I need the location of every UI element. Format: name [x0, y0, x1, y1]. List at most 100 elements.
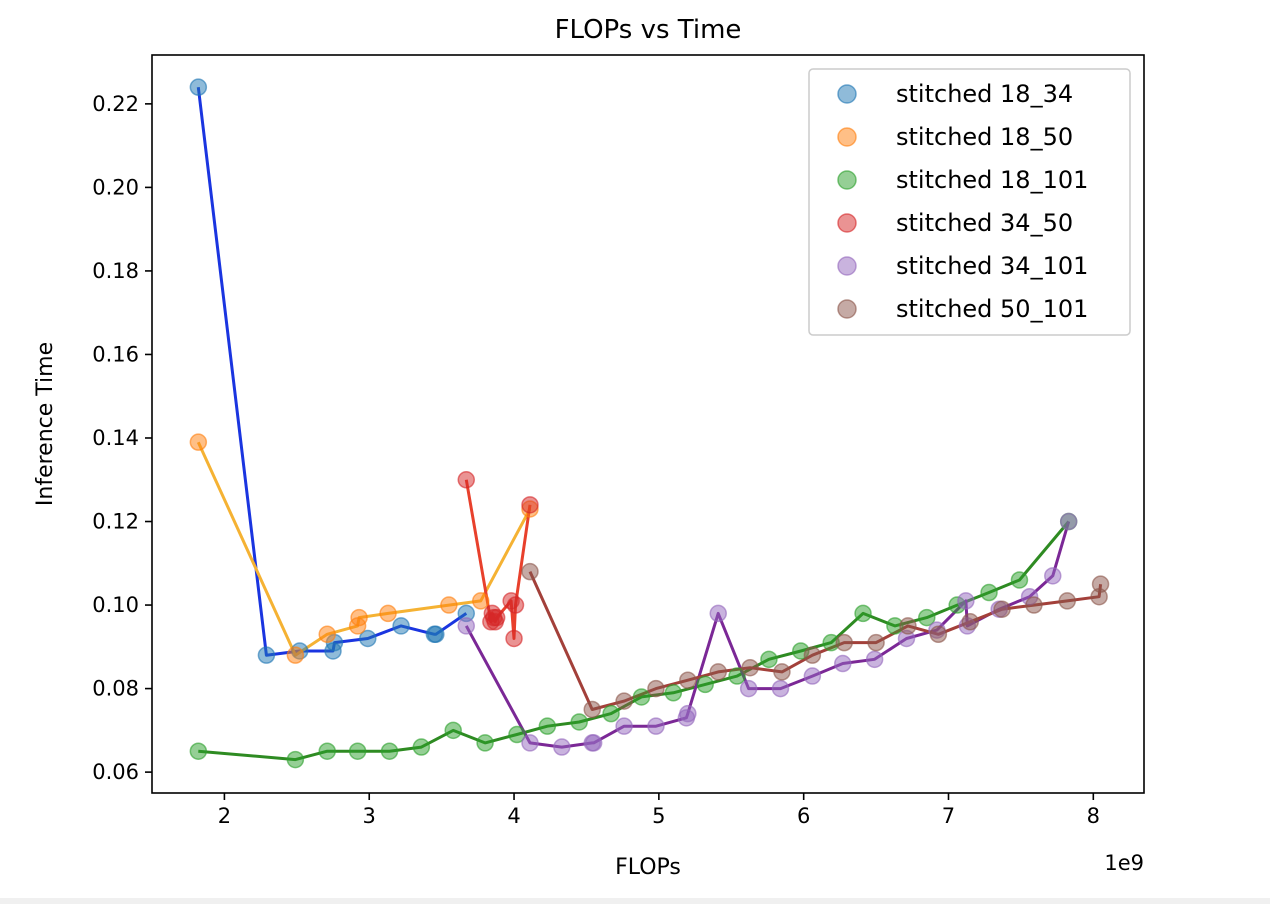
- data-point: [570, 713, 588, 731]
- data-point: [865, 650, 884, 669]
- legend-label: stitched 34_101: [896, 252, 1088, 280]
- x-tick-label: 4: [507, 804, 520, 828]
- data-point: [709, 604, 727, 623]
- data-point: [189, 78, 208, 96]
- data-point: [773, 663, 791, 681]
- data-point: [1025, 596, 1043, 614]
- data-point: [929, 625, 948, 644]
- y-axis-title: Inference Time: [33, 342, 58, 506]
- data-point: [508, 725, 526, 744]
- legend-label: stitched 18_50: [896, 123, 1073, 151]
- data-point: [899, 617, 917, 635]
- legend-marker: [837, 256, 857, 276]
- data-point: [286, 750, 305, 769]
- data-point: [457, 617, 476, 635]
- data-point: [348, 742, 367, 760]
- data-point: [1091, 575, 1110, 593]
- data-point: [1010, 571, 1029, 589]
- data-point: [476, 734, 494, 752]
- y-axis: 0.06 0.08 0.10 0.12 0.14 0.16 0.18 0.20 0.22: [92, 92, 152, 784]
- x-axis: 2 3 4 5 6 7 8: [218, 793, 1100, 828]
- data-point: [471, 592, 490, 610]
- y-tick-label: 0.22: [92, 92, 139, 116]
- data-point: [632, 688, 651, 706]
- data-point: [728, 667, 746, 685]
- data-point: [538, 717, 557, 735]
- data-point: [584, 734, 603, 752]
- data-point: [521, 496, 539, 514]
- data-point: [1044, 567, 1062, 585]
- data-point: [834, 654, 852, 673]
- data-point: [615, 717, 633, 735]
- x-axis-title: FLOPs: [615, 855, 681, 880]
- y-tick-label: 0.08: [92, 677, 139, 701]
- data-point: [647, 679, 665, 698]
- y-tick-label: 0.16: [92, 342, 139, 366]
- data-point: [521, 562, 539, 581]
- legend-marker: [837, 84, 857, 104]
- x-tick-label: 2: [218, 804, 231, 828]
- data-point: [487, 608, 506, 627]
- data-point: [918, 608, 936, 627]
- data-point: [412, 738, 431, 756]
- data-point: [379, 604, 397, 623]
- data-point: [553, 738, 571, 756]
- data-point: [741, 658, 759, 677]
- data-point: [427, 625, 445, 644]
- data-point: [583, 700, 601, 719]
- data-point: [602, 704, 620, 723]
- data-point: [189, 433, 208, 451]
- legend-marker: [837, 299, 857, 319]
- legend-marker: [837, 170, 857, 190]
- data-point: [961, 613, 979, 631]
- data-point: [440, 596, 458, 614]
- data-point: [444, 721, 462, 740]
- data-point: [380, 742, 399, 760]
- x-axis-offset-label: 1e9: [1104, 851, 1144, 875]
- data-point: [739, 679, 758, 698]
- data-point: [803, 646, 822, 664]
- data-point: [457, 471, 476, 489]
- axes-frame: [151, 54, 1145, 794]
- data-point: [709, 663, 727, 681]
- data-point: [189, 742, 208, 760]
- x-tick-label: 6: [797, 804, 810, 828]
- series-line-5: [528, 570, 1103, 711]
- legend-box: [808, 68, 1131, 336]
- data-point: [980, 583, 998, 602]
- data-point: [257, 646, 276, 664]
- data-point: [350, 608, 368, 627]
- legend-label: stitched 50_101: [896, 295, 1088, 323]
- data-point: [318, 742, 336, 760]
- data-point: [957, 592, 975, 610]
- data-point: [679, 704, 697, 723]
- y-tick-label: 0.14: [92, 426, 139, 450]
- data-point: [505, 629, 523, 648]
- x-tick-label: 5: [652, 804, 665, 828]
- legend: stitched 18_34 stitched 18_50 stitched 18_…: [808, 68, 1131, 336]
- legend-marker: [837, 127, 857, 147]
- legend-label: stitched 34_50: [896, 209, 1073, 237]
- data-point: [993, 600, 1011, 618]
- data-point: [615, 692, 633, 710]
- data-point: [506, 596, 525, 614]
- data-point: [359, 629, 377, 648]
- data-point: [1058, 592, 1076, 610]
- data-point: [679, 671, 697, 689]
- data-point: [521, 734, 539, 752]
- data-point: [760, 650, 778, 669]
- data-point: [854, 604, 872, 623]
- data-point: [803, 667, 822, 685]
- y-tick-label: 0.12: [92, 510, 139, 534]
- x-tick-label: 7: [942, 804, 955, 828]
- data-point: [771, 679, 790, 698]
- x-tick-label: 8: [1087, 804, 1100, 828]
- legend-marker: [837, 213, 857, 233]
- data-point: [286, 646, 305, 664]
- chart-title: FLOPs vs Time: [555, 15, 742, 45]
- data-point: [664, 684, 683, 702]
- y-tick-label: 0.20: [92, 175, 139, 199]
- y-tick-label: 0.18: [92, 259, 139, 283]
- legend-label: stitched 18_34: [896, 80, 1073, 108]
